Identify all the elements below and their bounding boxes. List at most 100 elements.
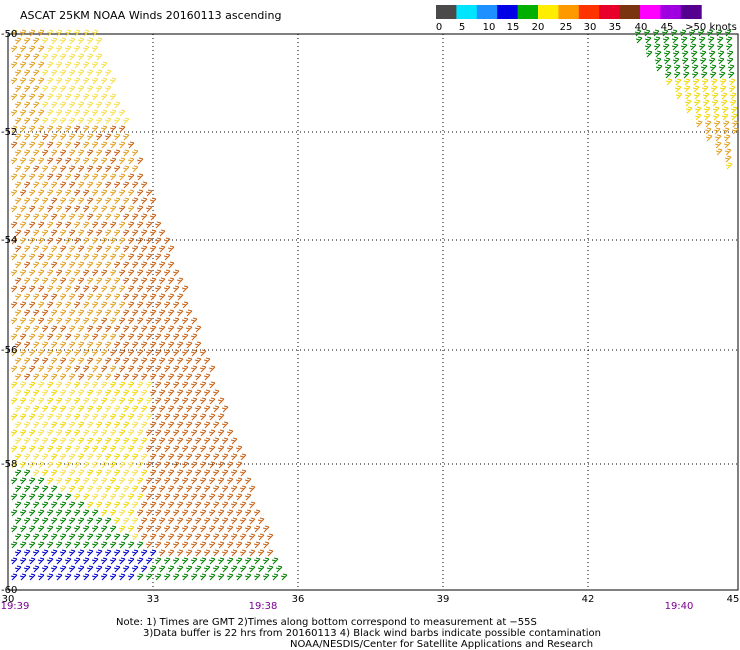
wind-barb [91, 93, 99, 101]
wind-barb [14, 405, 22, 413]
wind-barb [176, 517, 184, 525]
wind-barb [100, 253, 108, 261]
wind-barb [100, 93, 108, 101]
wind-barb [32, 197, 40, 205]
wind-barb [73, 285, 81, 293]
wind-barb [131, 485, 139, 493]
wind-barb [149, 325, 157, 333]
wind-barb [190, 477, 198, 485]
wind-barb [86, 341, 94, 349]
wind-barb [158, 245, 166, 253]
wind-barb [77, 389, 85, 397]
wind-barb [203, 389, 211, 397]
wind-barb [32, 165, 40, 173]
wind-barb [149, 293, 157, 301]
wind-barb [77, 421, 85, 429]
wind-barb [109, 525, 117, 533]
wind-barb [100, 381, 108, 389]
wind-barb [77, 341, 85, 349]
wind-barb [59, 533, 67, 541]
wind-barb [41, 309, 49, 317]
wind-barb [23, 469, 31, 477]
wind-barb [167, 309, 175, 317]
wind-barb [149, 549, 157, 557]
wind-barb [59, 309, 67, 317]
wind-barb [634, 29, 642, 37]
wind-barb [176, 533, 184, 541]
wind-barb [95, 517, 103, 525]
wind-barb [131, 373, 139, 381]
wind-barb [32, 549, 40, 557]
wind-barb [23, 501, 31, 509]
wind-barb [104, 277, 112, 285]
wind-barb [248, 485, 256, 493]
wind-barb [708, 50, 716, 58]
wind-barb [28, 253, 36, 261]
wind-barb [32, 229, 40, 237]
wind-barb [662, 36, 670, 44]
wind-barb [700, 64, 708, 72]
wind-barb [208, 397, 216, 405]
wind-barb [10, 93, 18, 101]
wind-barb [131, 389, 139, 397]
wind-barb [208, 413, 216, 421]
wind-barb [691, 64, 699, 72]
wind-barb [32, 501, 40, 509]
wind-barb [64, 397, 72, 405]
wind-barb [122, 565, 130, 573]
wind-barb [19, 365, 27, 373]
wind-barb [118, 381, 126, 389]
wind-barb [28, 29, 36, 37]
wind-barb [131, 309, 139, 317]
wind-barb [73, 29, 81, 37]
wind-barb [140, 565, 148, 573]
wind-barb [100, 221, 108, 229]
wind-barb [104, 165, 112, 173]
wind-barb [136, 301, 144, 309]
wind-barb [37, 93, 45, 101]
wind-barb [713, 120, 721, 128]
wind-barb [104, 389, 112, 397]
wind-barb [64, 205, 72, 213]
legend-label-40: 40 [635, 22, 648, 33]
wind-barb [100, 333, 108, 341]
wind-barb [19, 285, 27, 293]
wind-barb [697, 29, 705, 37]
wind-barb [82, 557, 90, 565]
wind-barb [113, 245, 121, 253]
wind-barb [722, 120, 730, 128]
wind-barb [19, 381, 27, 389]
wind-barb [104, 181, 112, 189]
wind-barb [167, 469, 175, 477]
wind-barb [95, 501, 103, 509]
wind-barb [253, 541, 261, 549]
wind-barb [28, 189, 36, 197]
wind-barb [19, 461, 27, 469]
wind-barb [226, 557, 234, 565]
wind-barb [716, 36, 724, 44]
wind-barb [19, 509, 27, 517]
wind-barb [131, 325, 139, 333]
wind-barb [64, 109, 72, 117]
wind-barb [145, 397, 153, 405]
legend-color-bar [436, 5, 702, 19]
wind-barb [95, 213, 103, 221]
wind-barb [95, 245, 103, 253]
wind-barb [50, 85, 58, 93]
wind-barb [167, 501, 175, 509]
wind-barb [145, 429, 153, 437]
wind-barb [118, 477, 126, 485]
wind-barb [226, 477, 234, 485]
wind-barb [32, 85, 40, 93]
wind-barb [221, 437, 229, 445]
wind-barb [653, 43, 661, 51]
wind-barb [140, 357, 148, 365]
wind-barb [199, 365, 207, 373]
wind-barb [118, 141, 126, 149]
wind-barb [154, 237, 162, 245]
legend-swatch-10 [640, 5, 661, 19]
wind-barb [217, 461, 225, 469]
wind-barb [158, 293, 166, 301]
wind-barb [104, 293, 112, 301]
wind-barb [163, 253, 171, 261]
